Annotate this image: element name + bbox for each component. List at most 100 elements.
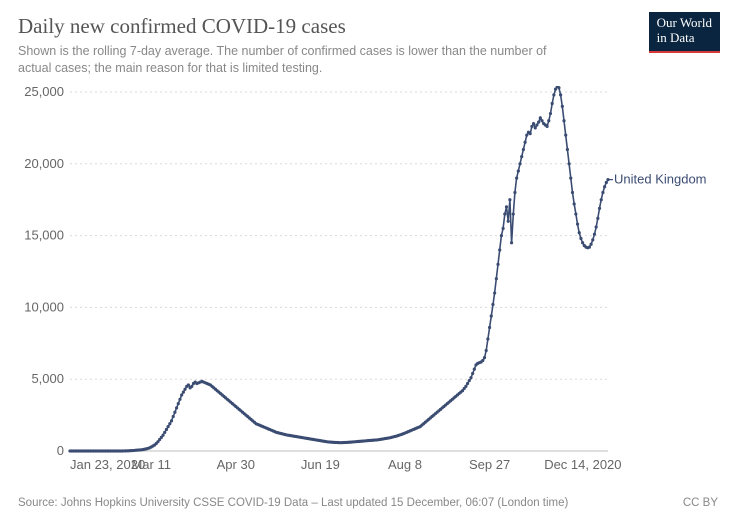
data-point — [167, 425, 170, 428]
data-point — [513, 191, 516, 194]
data-point — [557, 86, 560, 89]
data-point — [510, 241, 513, 244]
chart-area: 05,00010,00015,00020,00025,000Jan 23, 20… — [18, 86, 718, 477]
data-point — [551, 102, 554, 105]
data-point — [552, 93, 555, 96]
data-point — [163, 431, 166, 434]
data-point — [466, 382, 469, 385]
data-point — [165, 428, 168, 431]
data-point — [589, 243, 592, 246]
data-point — [161, 434, 164, 437]
data-point — [502, 227, 505, 230]
line-chart-svg: 05,00010,00015,00020,00025,000Jan 23, 20… — [18, 86, 718, 477]
data-point — [518, 162, 521, 165]
x-tick-label: Apr 30 — [217, 457, 255, 472]
data-point — [534, 126, 537, 129]
data-point — [498, 248, 501, 251]
data-point — [468, 379, 471, 382]
owid-logo: Our World in Data — [649, 12, 720, 53]
y-tick-label: 25,000 — [24, 86, 64, 99]
data-point — [559, 93, 562, 96]
data-point — [591, 238, 594, 241]
series-label-uk: United Kingdom — [614, 172, 707, 187]
data-point — [601, 191, 604, 194]
data-point — [507, 220, 510, 223]
data-point — [588, 245, 591, 248]
x-tick-label: Aug 8 — [388, 457, 422, 472]
data-point — [603, 185, 606, 188]
data-point — [566, 148, 569, 151]
data-point — [598, 207, 601, 210]
data-point — [561, 105, 564, 108]
data-point — [508, 198, 511, 201]
data-point — [190, 385, 193, 388]
data-point — [524, 141, 527, 144]
data-point — [525, 133, 528, 136]
data-point — [579, 237, 582, 240]
data-point — [576, 223, 579, 226]
data-point — [539, 116, 542, 119]
data-point — [595, 225, 598, 228]
chart-footer: Source: Johns Hopkins University CSSE CO… — [18, 497, 718, 509]
data-point — [529, 132, 532, 135]
data-point — [540, 119, 543, 122]
data-point — [512, 212, 515, 215]
data-point — [532, 122, 535, 125]
y-tick-label: 20,000 — [24, 156, 64, 171]
source-text: Source: Johns Hopkins University CSSE CO… — [18, 497, 568, 509]
data-point — [469, 376, 472, 379]
data-point — [537, 121, 540, 124]
logo-line1: Our World — [657, 16, 712, 31]
data-point — [168, 422, 171, 425]
data-point — [520, 155, 523, 158]
data-point — [175, 406, 178, 409]
data-point — [183, 388, 186, 391]
data-point — [496, 263, 499, 266]
data-point — [562, 119, 565, 122]
data-point — [530, 125, 533, 128]
data-point — [493, 291, 496, 294]
data-point — [490, 314, 493, 317]
data-point — [170, 419, 173, 422]
data-point — [500, 234, 503, 237]
data-point — [173, 411, 176, 414]
data-point — [505, 205, 508, 208]
data-point — [464, 385, 467, 388]
data-point — [535, 123, 538, 126]
data-point — [182, 391, 185, 394]
x-tick-label: Sep 27 — [469, 457, 510, 472]
y-tick-label: 5,000 — [31, 371, 64, 386]
data-point — [564, 133, 567, 136]
data-point — [172, 415, 175, 418]
data-point — [473, 368, 476, 371]
logo-line2: in Data — [657, 31, 712, 46]
data-point — [578, 231, 581, 234]
data-point — [593, 233, 596, 236]
data-point — [554, 88, 557, 91]
data-point — [545, 125, 548, 128]
data-point — [522, 148, 525, 151]
data-point — [573, 202, 576, 205]
license-text: CC BY — [683, 497, 718, 509]
data-point — [481, 359, 484, 362]
data-point — [581, 241, 584, 244]
series-line-uk — [70, 86, 608, 451]
y-tick-label: 0 — [57, 443, 64, 458]
data-point — [471, 372, 474, 375]
x-tick-label: Mar 11 — [131, 457, 171, 472]
x-tick-label: Jun 19 — [301, 457, 340, 472]
data-point — [517, 169, 520, 172]
data-point — [495, 277, 498, 280]
x-tick-label: Dec 14, 2020 — [544, 457, 621, 472]
data-point — [515, 177, 518, 180]
data-point — [177, 402, 180, 405]
data-point — [574, 212, 577, 215]
data-point — [485, 349, 488, 352]
data-point — [483, 356, 486, 359]
data-point — [571, 191, 574, 194]
chart-header: Daily new confirmed COVID-19 cases Shown… — [0, 0, 736, 85]
data-point — [180, 393, 183, 396]
data-point — [491, 303, 494, 306]
data-point — [488, 326, 491, 329]
data-point — [547, 119, 550, 122]
